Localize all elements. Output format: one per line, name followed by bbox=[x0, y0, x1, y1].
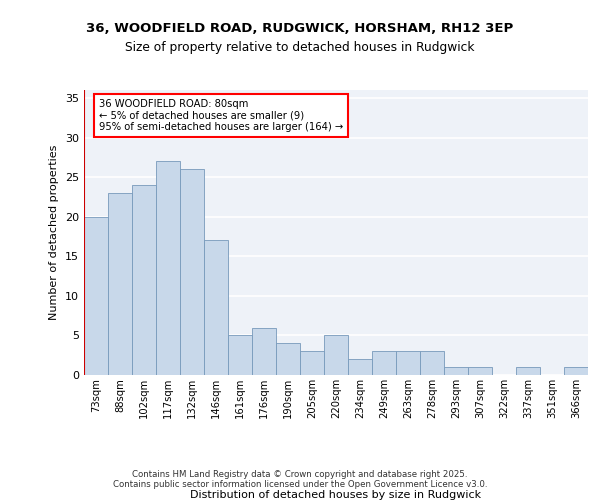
Bar bbox=[300, 351, 324, 375]
Bar bbox=[108, 193, 132, 375]
Bar bbox=[372, 351, 396, 375]
Y-axis label: Number of detached properties: Number of detached properties bbox=[49, 145, 59, 320]
Bar bbox=[396, 351, 420, 375]
Bar bbox=[516, 367, 540, 375]
Bar bbox=[228, 336, 252, 375]
Bar bbox=[156, 161, 180, 375]
Bar bbox=[252, 328, 276, 375]
Text: 36 WOODFIELD ROAD: 80sqm
← 5% of detached houses are smaller (9)
95% of semi-det: 36 WOODFIELD ROAD: 80sqm ← 5% of detache… bbox=[99, 98, 343, 132]
Bar bbox=[276, 344, 300, 375]
Bar bbox=[180, 169, 204, 375]
Bar bbox=[348, 359, 372, 375]
Text: Contains HM Land Registry data © Crown copyright and database right 2025.
Contai: Contains HM Land Registry data © Crown c… bbox=[113, 470, 487, 489]
Bar bbox=[204, 240, 228, 375]
Bar bbox=[324, 336, 348, 375]
Text: Size of property relative to detached houses in Rudgwick: Size of property relative to detached ho… bbox=[125, 41, 475, 54]
Bar bbox=[444, 367, 468, 375]
Bar bbox=[132, 185, 156, 375]
Bar bbox=[564, 367, 588, 375]
Bar bbox=[84, 216, 108, 375]
Bar bbox=[468, 367, 492, 375]
Bar bbox=[420, 351, 444, 375]
Text: 36, WOODFIELD ROAD, RUDGWICK, HORSHAM, RH12 3EP: 36, WOODFIELD ROAD, RUDGWICK, HORSHAM, R… bbox=[86, 22, 514, 36]
X-axis label: Distribution of detached houses by size in Rudgwick: Distribution of detached houses by size … bbox=[190, 490, 482, 500]
